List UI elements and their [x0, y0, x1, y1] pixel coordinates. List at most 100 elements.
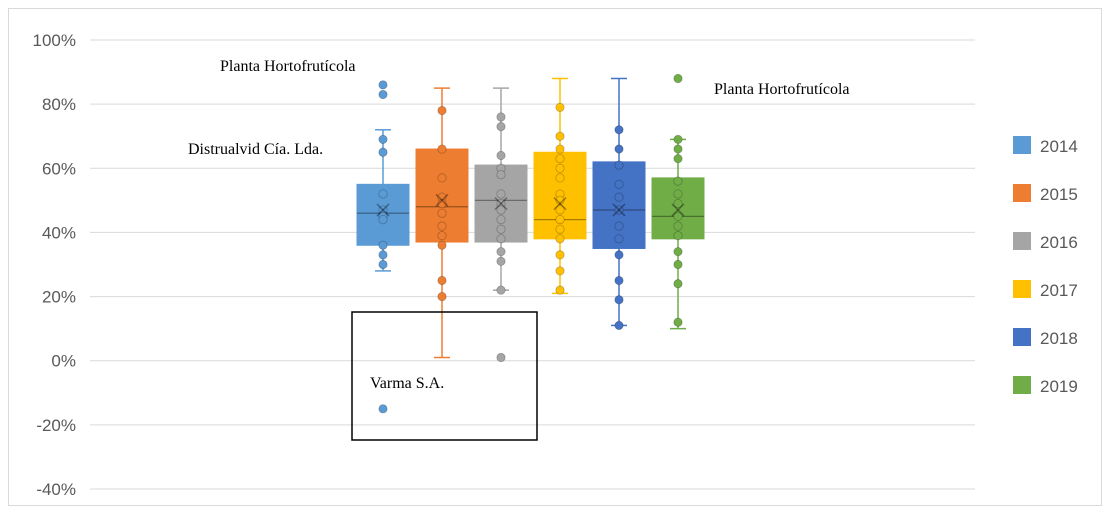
- mean-marker: [671, 203, 685, 217]
- data-point: [378, 147, 388, 157]
- data-point: [555, 173, 565, 183]
- legend-swatch-2017: [1013, 280, 1031, 298]
- y-tick-label: 60%: [42, 159, 76, 178]
- annotation-distrualvid: Distrualvid Cía. Lda.: [188, 141, 323, 158]
- data-point: [555, 131, 565, 141]
- legend-label-2016: 2016: [1040, 233, 1078, 252]
- data-point: [614, 250, 624, 260]
- data-point: [437, 291, 447, 302]
- data-point: [437, 275, 447, 286]
- box-2016: [474, 87, 528, 363]
- data-point: [555, 163, 565, 173]
- y-axis-ticks: -40% -20% 0% 20% 40% 60% 80% 100%: [33, 31, 76, 499]
- legend-swatch-2019: [1013, 376, 1031, 394]
- data-point: [555, 205, 565, 215]
- y-tick-label: 80%: [42, 95, 76, 114]
- data-point: [673, 134, 683, 145]
- legend-label-2015: 2015: [1040, 185, 1078, 204]
- data-point: [614, 144, 624, 154]
- legend-swatch-2015: [1013, 184, 1031, 202]
- data-point: [496, 205, 506, 215]
- data-point: [673, 247, 683, 257]
- data-point: [378, 404, 388, 414]
- data-point: [614, 192, 624, 202]
- data-point: [555, 250, 565, 260]
- data-point: [673, 211, 683, 221]
- mean-marker: [435, 193, 449, 207]
- data-point: [673, 279, 683, 289]
- y-tick-label: 20%: [42, 288, 76, 307]
- box-2019: [651, 73, 705, 330]
- mean-marker: [494, 196, 508, 211]
- data-point: [614, 205, 624, 215]
- data-point: [378, 134, 388, 145]
- box-2017: [533, 77, 587, 295]
- y-tick-label: 0%: [51, 352, 76, 371]
- data-point: [555, 195, 565, 205]
- data-point: [614, 221, 624, 231]
- data-point: [496, 121, 506, 132]
- data-point: [437, 208, 447, 218]
- data-point: [555, 154, 565, 164]
- y-tick-label: 100%: [33, 31, 76, 50]
- data-point: [555, 266, 565, 276]
- data-point: [437, 240, 447, 250]
- data-point: [496, 170, 506, 180]
- legend-label-2017: 2017: [1040, 281, 1078, 300]
- data-point: [378, 89, 388, 100]
- legend-swatch-2016: [1013, 232, 1031, 250]
- mean-marker: [612, 203, 626, 217]
- mean-marker: [376, 203, 390, 217]
- data-point: [555, 285, 565, 295]
- data-point: [614, 295, 624, 305]
- data-point: [496, 224, 506, 234]
- data-point: [437, 105, 447, 116]
- mean-marker: [612, 203, 626, 217]
- data-point: [673, 259, 683, 270]
- data-point: [496, 215, 506, 225]
- data-point: [378, 80, 388, 90]
- data-point: [496, 247, 506, 257]
- data-point: [496, 256, 506, 266]
- data-point: [496, 352, 506, 363]
- data-point: [673, 73, 683, 84]
- annotation-planta-hortofruticola-left: Planta Hortofrutícola: [220, 58, 356, 75]
- box-iqr: [592, 161, 646, 249]
- data-point: [496, 234, 506, 244]
- data-point: [673, 198, 683, 209]
- data-point: [437, 198, 447, 209]
- legend: 2014 2015 2016 2017 2018 2019: [1013, 136, 1078, 396]
- mean-marker: [553, 196, 567, 211]
- data-point: [673, 231, 683, 241]
- annotation-varma: Varma S.A.: [370, 375, 444, 392]
- data-point: [614, 160, 624, 170]
- chart-frame: [8, 8, 1102, 506]
- box-2015: [415, 87, 469, 359]
- legend-label-2018: 2018: [1040, 329, 1078, 348]
- data-point: [437, 231, 447, 241]
- y-tick-label: -20%: [36, 416, 76, 435]
- y-tick-label: 40%: [42, 223, 76, 242]
- data-point: [614, 320, 624, 331]
- data-point: [673, 176, 683, 186]
- legend-swatch-2014: [1013, 136, 1031, 154]
- data-point: [437, 144, 447, 154]
- data-point: [555, 224, 565, 234]
- data-point: [378, 215, 388, 225]
- data-point: [378, 189, 388, 199]
- mean-marker: [494, 196, 508, 211]
- data-point: [614, 125, 624, 135]
- data-point: [378, 240, 388, 250]
- data-point: [496, 189, 506, 199]
- legend-label-2014: 2014: [1040, 137, 1078, 156]
- data-point: [614, 234, 624, 244]
- legend-label-2019: 2019: [1040, 377, 1078, 396]
- data-point: [614, 179, 624, 189]
- box-series: [356, 73, 705, 414]
- data-point: [555, 144, 565, 154]
- mean-marker: [435, 193, 449, 207]
- data-point: [555, 234, 565, 244]
- data-point: [555, 215, 565, 225]
- data-point: [614, 275, 624, 286]
